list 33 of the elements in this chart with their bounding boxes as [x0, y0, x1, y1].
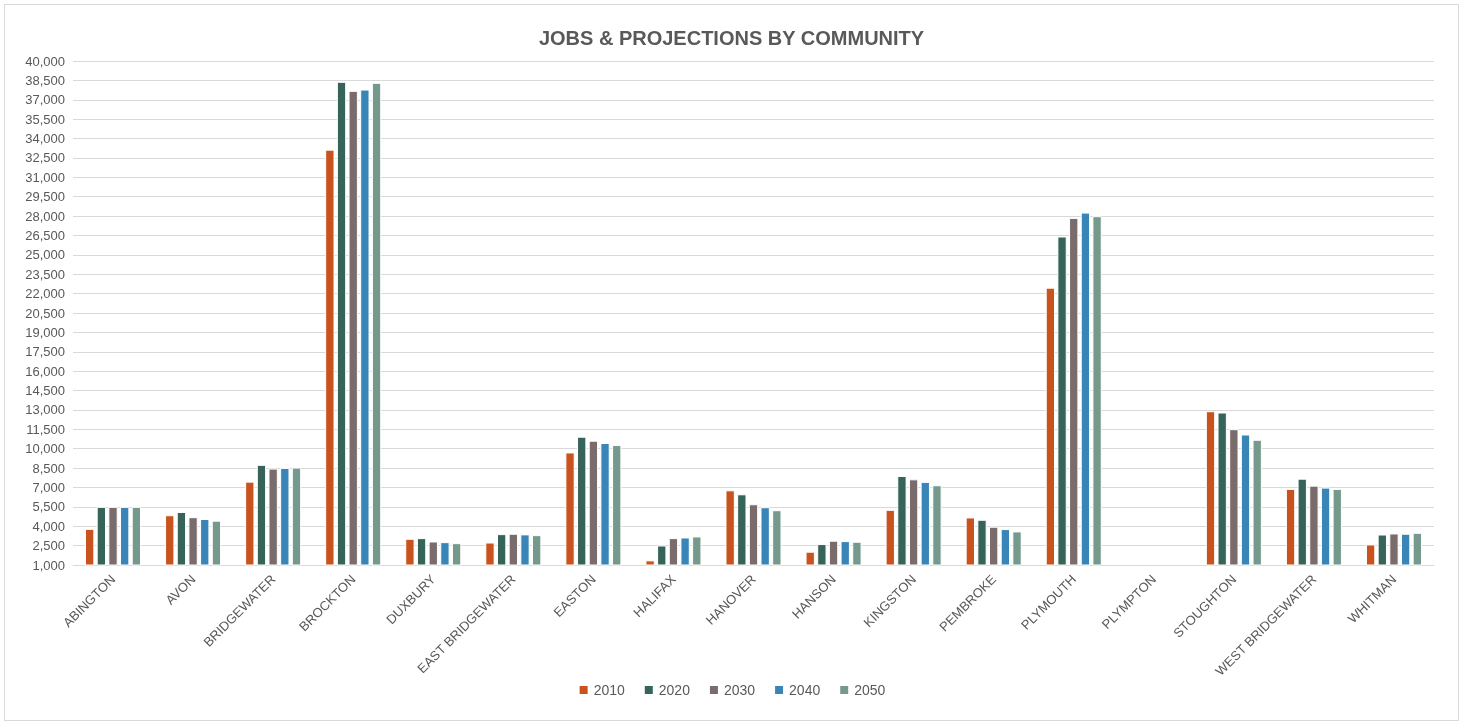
- y-tick-label: 13,000: [25, 402, 65, 418]
- y-tick-label: 32,500: [25, 150, 65, 166]
- y-tick-label: 25,000: [25, 247, 65, 263]
- legend-label: 2020: [658, 682, 691, 698]
- y-tick-label: 40,000: [25, 53, 65, 69]
- y-tick-label: 26,500: [25, 227, 65, 243]
- y-tick-label: 5,500: [32, 499, 65, 515]
- y-tick-label: 14,500: [25, 383, 65, 399]
- y-tick-label: 29,500: [25, 189, 65, 205]
- legend-label: 2050: [854, 682, 886, 698]
- y-tick-label: 28,000: [25, 208, 65, 224]
- y-tick-label: 20,500: [25, 305, 65, 321]
- y-tick-label: 37,000: [25, 92, 65, 108]
- legend-label: 2030: [723, 682, 756, 698]
- y-tick-label: 38,500: [25, 72, 65, 88]
- y-tick-label: 35,500: [25, 111, 65, 127]
- y-tick-label: 4,000: [32, 518, 65, 534]
- legend-label: 2010: [593, 682, 625, 698]
- y-tick-label: 11,500: [26, 421, 65, 437]
- chart-title: JOBS & PROJECTIONS BY COMMUNITY: [538, 27, 925, 49]
- y-tick-label: 2,500: [32, 538, 65, 554]
- y-tick-label: 7,000: [32, 479, 65, 495]
- y-tick-label: 22,000: [25, 286, 65, 302]
- y-tick-label: 19,000: [25, 324, 65, 340]
- y-tick-label: 16,000: [25, 363, 65, 379]
- y-tick-label: 34,000: [25, 131, 65, 147]
- y-tick-label: 31,000: [25, 169, 65, 185]
- y-tick-label: 1,000: [32, 557, 65, 573]
- y-tick-label: 8,500: [32, 460, 65, 476]
- y-tick-label: 23,500: [25, 266, 65, 282]
- y-tick-label: 17,500: [25, 344, 65, 360]
- y-tick-label: 10,000: [25, 441, 65, 457]
- legend-label: 2040: [789, 682, 821, 698]
